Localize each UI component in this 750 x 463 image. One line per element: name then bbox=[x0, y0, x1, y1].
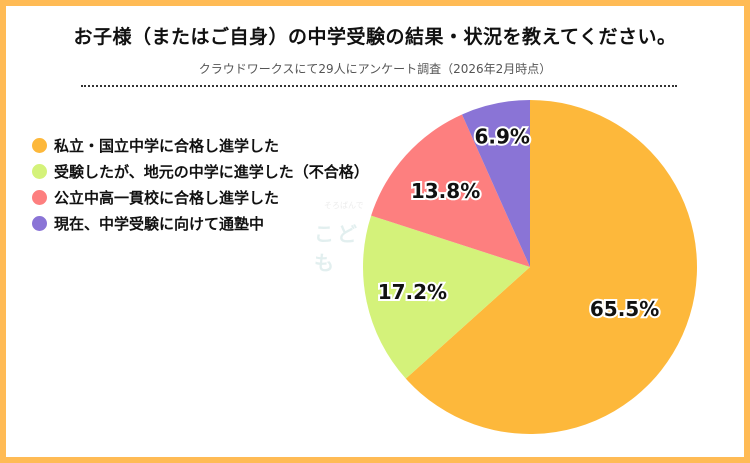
legend-label: 私立・国立中学に合格し進学した bbox=[54, 136, 280, 155]
watermark-logo: そろばんで こども bbox=[262, 196, 382, 275]
legend-dot-icon bbox=[32, 189, 47, 205]
chart-title: お子様（またはご自身）の中学受験の結果・状況を教えてください。 bbox=[73, 26, 677, 48]
slice-percent-label: 17.2% bbox=[378, 280, 447, 304]
pie-slice bbox=[371, 114, 530, 267]
legend-item: 受験したが、地元の中学に進学した（不合格） bbox=[32, 158, 369, 184]
pie-slice bbox=[405, 100, 697, 434]
legend-label: 受験したが、地元の中学に進学した（不合格） bbox=[54, 162, 369, 181]
slice-percent-label: 13.8% bbox=[411, 179, 480, 203]
chart-subtitle: クラウドワークスにて29人にアンケート調査（2026年2月時点） bbox=[198, 62, 552, 76]
legend: 私立・国立中学に合格し進学した 受験したが、地元の中学に進学した（不合格） 公立… bbox=[32, 132, 369, 236]
slice-percent-label: 6.9% bbox=[474, 124, 529, 148]
legend-item: 公立中高一貫校に合格し進学した bbox=[32, 184, 369, 210]
watermark-small-text: そろばんで bbox=[324, 201, 364, 210]
legend-label: 現在、中学受験に向けて通塾中 bbox=[54, 214, 265, 233]
dotted-divider bbox=[81, 85, 677, 87]
pie-slice bbox=[462, 100, 530, 267]
legend-item: 私立・国立中学に合格し進学した bbox=[32, 132, 369, 158]
legend-item: 現在、中学受験に向けて通塾中 bbox=[32, 210, 369, 236]
watermark-text: こども bbox=[314, 222, 360, 275]
slice-percent-label: 65.5% bbox=[590, 297, 659, 321]
legend-dot-icon bbox=[32, 163, 47, 179]
pie-slice bbox=[363, 215, 530, 379]
legend-dot-icon bbox=[32, 137, 47, 153]
legend-label: 公立中高一貫校に合格し進学した bbox=[54, 188, 280, 207]
legend-dot-icon bbox=[32, 215, 47, 231]
